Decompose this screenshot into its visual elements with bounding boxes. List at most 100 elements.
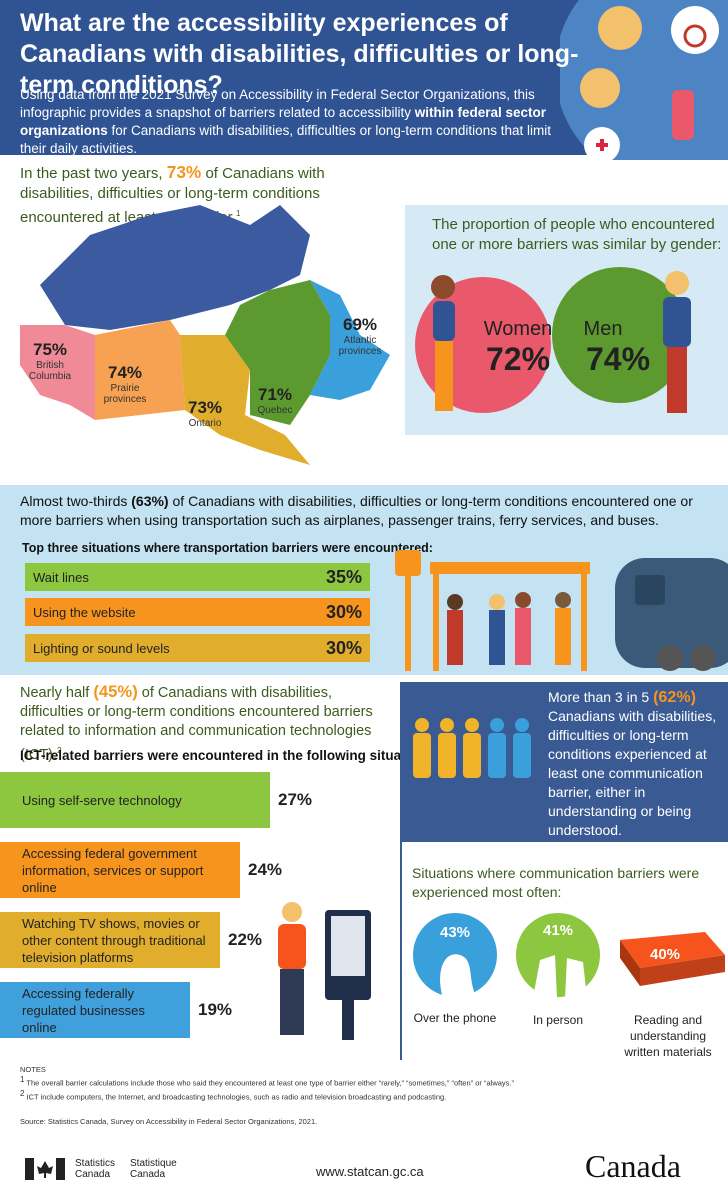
man-body — [663, 297, 691, 347]
region-value: 71% — [257, 385, 293, 404]
phone-person — [440, 954, 477, 998]
sign-pole — [405, 576, 411, 671]
notes: NOTES 1 The overall barrier calculations… — [20, 1065, 710, 1102]
transportation-item: Lighting or sound levels 30% — [25, 634, 370, 662]
statement-highlight: (63%) — [131, 493, 169, 509]
train-wheel — [690, 645, 716, 671]
woman-body — [433, 301, 455, 341]
agency-en: Statistics Canada — [75, 1158, 115, 1180]
bar-label: Accessing federally regulated businesses… — [22, 985, 145, 1035]
note: 2 ICT include computers, the Internet, a… — [20, 1089, 710, 1103]
map-prairies — [95, 320, 185, 420]
person — [555, 608, 571, 665]
icon-wheelchair — [671, 6, 719, 54]
item-label: Using the website — [33, 604, 136, 620]
item-value: 30% — [325, 637, 362, 658]
map-ontario — [180, 335, 310, 465]
icon-walker — [672, 90, 694, 140]
agency-line: Canada — [130, 1169, 166, 1180]
group-name: Men — [583, 318, 623, 340]
group-name: Women — [483, 318, 553, 340]
icon-cross — [596, 139, 608, 151]
person — [515, 592, 531, 608]
value-label: 22% — [228, 930, 263, 949]
notes-title: NOTES — [20, 1065, 46, 1074]
gender-illustration — [415, 267, 691, 413]
shelter-post — [433, 574, 439, 671]
value-label: 24% — [248, 860, 283, 879]
url: www.statcan.gc.ca — [316, 1164, 424, 1179]
region-name: Quebec — [257, 405, 293, 416]
wordmark: Canada — [585, 1148, 681, 1184]
comm-label: Reading and understanding written materi… — [624, 1013, 712, 1059]
person — [489, 610, 505, 665]
man-legs — [667, 347, 687, 413]
region: 71% Quebec — [245, 385, 305, 416]
statement-text: In the past two years, — [20, 165, 167, 182]
comm-value: 40% — [649, 946, 681, 963]
shelter-post — [581, 574, 587, 671]
ict-chart: Using self-serve technology 27% Accessing … — [0, 772, 400, 1042]
person — [555, 592, 571, 608]
flag-symbol — [25, 1158, 65, 1180]
statement-text: Almost two-thirds — [20, 493, 132, 509]
woman-head — [431, 275, 455, 299]
region-value: 69% — [342, 315, 378, 334]
item-label: Wait lines — [33, 569, 89, 585]
in-person-people — [533, 955, 587, 998]
statement-text: of Canadians with disabilities, difficul… — [20, 685, 373, 763]
icon-wheel — [683, 24, 707, 48]
canada-map — [20, 205, 390, 465]
bar-label: Watching TV shows, movies or other conte… — [22, 915, 206, 965]
statement-highlight: (62%) — [653, 688, 696, 706]
agency-line: Statistique — [130, 1158, 177, 1169]
group-value: 74% — [585, 341, 651, 377]
region-name: Atlantic provinces — [338, 335, 382, 357]
person — [447, 594, 463, 610]
intro: Using data from the 2021 Survey on Acces… — [20, 86, 575, 158]
transportation-item: Wait lines 35% — [25, 563, 370, 591]
communication-statement: More than 3 in 5 (62%) Canadians with di… — [548, 688, 723, 840]
region-name: Ontario — [188, 418, 222, 429]
region-name: British Columbia — [28, 360, 72, 382]
icon-head — [598, 6, 642, 50]
book-spine — [620, 940, 640, 986]
transportation-item: Using the website 30% — [25, 598, 370, 626]
women-group: Women 72% — [463, 318, 573, 378]
agency-line: Canada — [75, 1169, 111, 1180]
kiosk-stand — [342, 1000, 354, 1040]
icon-group — [413, 718, 481, 778]
comm-value: 41% — [542, 922, 574, 939]
statement-highlight: (45%) — [93, 682, 138, 701]
intro-text: Using data from the 2021 Survey on Acces… — [20, 87, 535, 120]
gender-title: The proportion of people who encountered… — [432, 216, 722, 253]
people-icons — [413, 718, 531, 778]
man-head — [665, 271, 689, 295]
bar: Watching TV shows, movies or other conte… — [0, 912, 220, 968]
item-label: Lighting or sound levels — [33, 640, 170, 656]
maple-leaf — [37, 1161, 53, 1178]
icon-group — [488, 718, 531, 778]
region-value: 75% — [32, 340, 68, 359]
region-name: Prairie provinces — [103, 383, 147, 405]
communication-icons — [413, 913, 725, 998]
men-group: Men 74% — [563, 318, 673, 378]
bus-sign — [395, 550, 421, 576]
divider — [400, 842, 402, 1060]
agency-line: Statistics — [75, 1158, 116, 1169]
person — [515, 608, 531, 665]
transportation-list-title: Top three situations where transportatio… — [22, 541, 433, 555]
comm-value: 43% — [439, 924, 471, 941]
footnote-ref: 2 — [57, 746, 62, 755]
comm-label: Over the phone — [413, 1011, 497, 1025]
train-wheel — [657, 645, 683, 671]
region: 75% British Columbia — [20, 340, 80, 382]
map-quebec — [225, 280, 330, 425]
bar: Accessing federally regulated businesses… — [0, 982, 190, 1038]
person — [447, 610, 463, 665]
note-ref: 1 — [20, 1075, 25, 1084]
statement-text: of Canadians with disabilities, difficul… — [20, 493, 693, 528]
